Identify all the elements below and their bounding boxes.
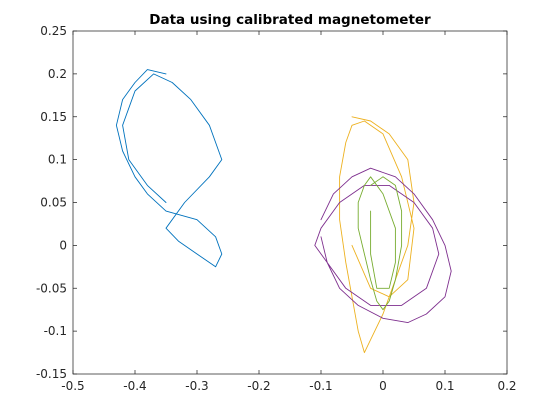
tick-layer: -0.5 -0.4 -0.3 -0.2 -0.1 0 0.1 0.2 -0.15 -0.1 -0.0… bbox=[36, 24, 517, 393]
series-layer bbox=[115, 69, 452, 354]
x-tick-label: 0.1 bbox=[435, 379, 454, 393]
y-tick-label: 0.05 bbox=[40, 196, 67, 210]
x-tick-label: -0.5 bbox=[61, 379, 84, 393]
y-tick-label: 0.25 bbox=[40, 24, 67, 38]
x-tick-label: -0.4 bbox=[123, 379, 146, 393]
x-tick-label: 0 bbox=[379, 379, 387, 393]
y-tick-label: -0.1 bbox=[44, 324, 67, 338]
series-2-line bbox=[314, 167, 452, 324]
chart-title: Data using calibrated magnetometer bbox=[149, 12, 431, 28]
y-tick-label: 0 bbox=[59, 238, 67, 252]
x-tick-label: -0.2 bbox=[247, 379, 270, 393]
series-3-line bbox=[357, 176, 403, 311]
series-0-line bbox=[115, 69, 223, 268]
y-tick-label: 0.2 bbox=[48, 67, 67, 81]
x-tick-label: -0.1 bbox=[309, 379, 332, 393]
x-tick-label: -0.3 bbox=[185, 379, 208, 393]
plot-area bbox=[73, 31, 507, 374]
y-tick-label: 0.15 bbox=[40, 110, 67, 124]
y-tick-label: -0.15 bbox=[36, 367, 67, 381]
y-tick-label: -0.05 bbox=[36, 281, 67, 295]
x-tick-label: 0.2 bbox=[497, 379, 516, 393]
y-tick-label: 0.1 bbox=[48, 153, 67, 167]
